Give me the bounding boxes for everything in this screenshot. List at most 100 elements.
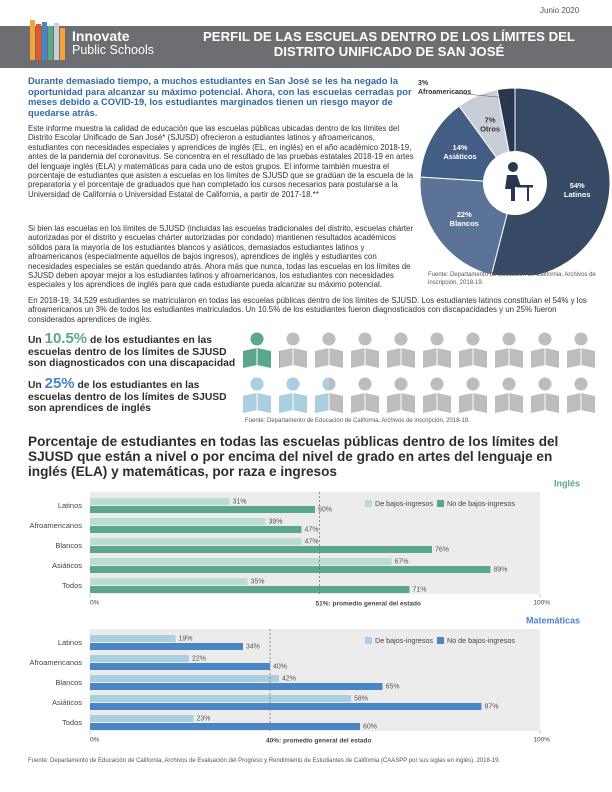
student-figure <box>531 332 559 368</box>
figure-fill <box>315 393 329 413</box>
leader-line <box>454 92 507 99</box>
pie-slice <box>490 87 611 275</box>
student-icon <box>527 187 529 201</box>
pie-source: Fuente: Departamento de Educación de Cal… <box>428 272 596 286</box>
bar <box>90 643 243 650</box>
value-label: 65% <box>386 684 400 691</box>
figure-base <box>538 332 552 346</box>
value-label: 42% <box>282 676 296 683</box>
figure-base <box>466 332 480 346</box>
figure-fill <box>250 332 264 346</box>
paragraph: En 2018-19, 34,529 estudiantes se matric… <box>28 296 587 324</box>
bar <box>90 695 351 702</box>
value-label: 67% <box>395 559 409 566</box>
figure-base <box>358 377 372 391</box>
stat-lead: Un <box>28 380 42 391</box>
bar <box>90 723 360 730</box>
value-label: 60% <box>363 724 377 731</box>
student-figure <box>279 377 307 413</box>
bar <box>90 498 230 505</box>
logo-sub: Public Schools <box>72 43 154 57</box>
student-figure <box>495 377 523 413</box>
bar-chart: Inglés De bajos-ingresos No de bajos-ingre… <box>29 478 580 607</box>
student-icon <box>508 162 518 172</box>
stat-text: de los estudiantes en las escuelas dentr… <box>28 335 236 369</box>
student-figure <box>567 377 595 413</box>
banner-bg <box>0 26 612 68</box>
bar <box>90 526 302 533</box>
bar <box>90 546 432 553</box>
header-banner <box>0 20 612 68</box>
student-figure <box>423 332 451 368</box>
value-label: 58% <box>354 696 368 703</box>
pie-value: 54% <box>570 181 585 190</box>
pie-value: 3% <box>418 80 429 87</box>
bar <box>90 566 491 573</box>
x-tick-label: 100% <box>533 600 550 607</box>
value-label: 40% <box>273 664 287 671</box>
student-figure <box>387 377 415 413</box>
student-figure <box>459 332 487 368</box>
bar <box>90 663 270 670</box>
value-label: 35% <box>251 579 265 586</box>
category-label: Todos <box>62 718 82 727</box>
value-label: 71% <box>413 587 427 594</box>
student-icon <box>517 185 533 188</box>
legend-swatch <box>437 637 444 644</box>
stats-source: Fuente: Departamento de Educación de Cal… <box>245 418 470 424</box>
value-label: 50% <box>318 507 332 514</box>
student-figure <box>279 332 307 368</box>
legend-label: No de bajos-ingresos <box>447 499 515 508</box>
reference-label: 40%: promedio general del estado <box>266 738 372 745</box>
logo-book <box>60 28 65 60</box>
panel-label: Inglés <box>554 478 580 488</box>
logo-book <box>42 22 47 60</box>
date: Junio 2020 <box>540 6 580 15</box>
bar <box>90 558 392 565</box>
legend-label: De bajos-ingresos <box>375 636 433 645</box>
student-figure <box>351 377 379 413</box>
figure-base <box>574 377 588 391</box>
figure-fill <box>322 377 329 391</box>
legend-swatch <box>437 500 444 507</box>
stat: Un 10.5% de los estudiantes en las escue… <box>28 330 240 370</box>
value-label: 47% <box>305 539 319 546</box>
bar <box>90 655 189 662</box>
figure-base <box>466 377 480 391</box>
category-label: Todos <box>62 581 82 590</box>
value-label: 34% <box>246 644 260 651</box>
figure-fill <box>250 377 264 391</box>
pie-label: Afroamericanos <box>418 89 471 96</box>
figure-base <box>286 332 300 346</box>
category-label: Asiáticos <box>52 561 82 570</box>
stat: Un 25% de los estudiantes en las escuela… <box>28 376 240 415</box>
pie-value: 7% <box>485 115 496 124</box>
stat-value: 10.5% <box>44 330 88 347</box>
student-figure <box>531 377 559 413</box>
student-figure <box>495 332 523 368</box>
figure-base <box>430 377 444 391</box>
bar <box>90 518 266 525</box>
bar <box>90 675 279 682</box>
figure-base <box>502 332 516 346</box>
intro: Durante demasiado tiempo, a muchos estud… <box>28 75 412 118</box>
value-label: 89% <box>494 567 508 574</box>
pie-label: Latinos <box>564 190 591 199</box>
student-figure <box>315 332 343 368</box>
logo-book <box>48 26 53 60</box>
category-label: Latinos <box>58 638 82 647</box>
figure-fill <box>286 377 300 391</box>
logo-book <box>36 24 41 60</box>
pie-label: Blancos <box>450 219 479 228</box>
panel-label: Matemáticas <box>526 615 580 625</box>
pie-label: Asiáticos <box>443 152 476 161</box>
x-tick-label: 100% <box>533 737 550 744</box>
bar <box>90 703 482 710</box>
logo-name: Innovate <box>72 28 130 44</box>
value-label: 39% <box>269 519 283 526</box>
logo-book <box>30 20 35 60</box>
bar <box>90 538 302 545</box>
student-figure <box>459 377 487 413</box>
figure-base <box>322 332 336 346</box>
